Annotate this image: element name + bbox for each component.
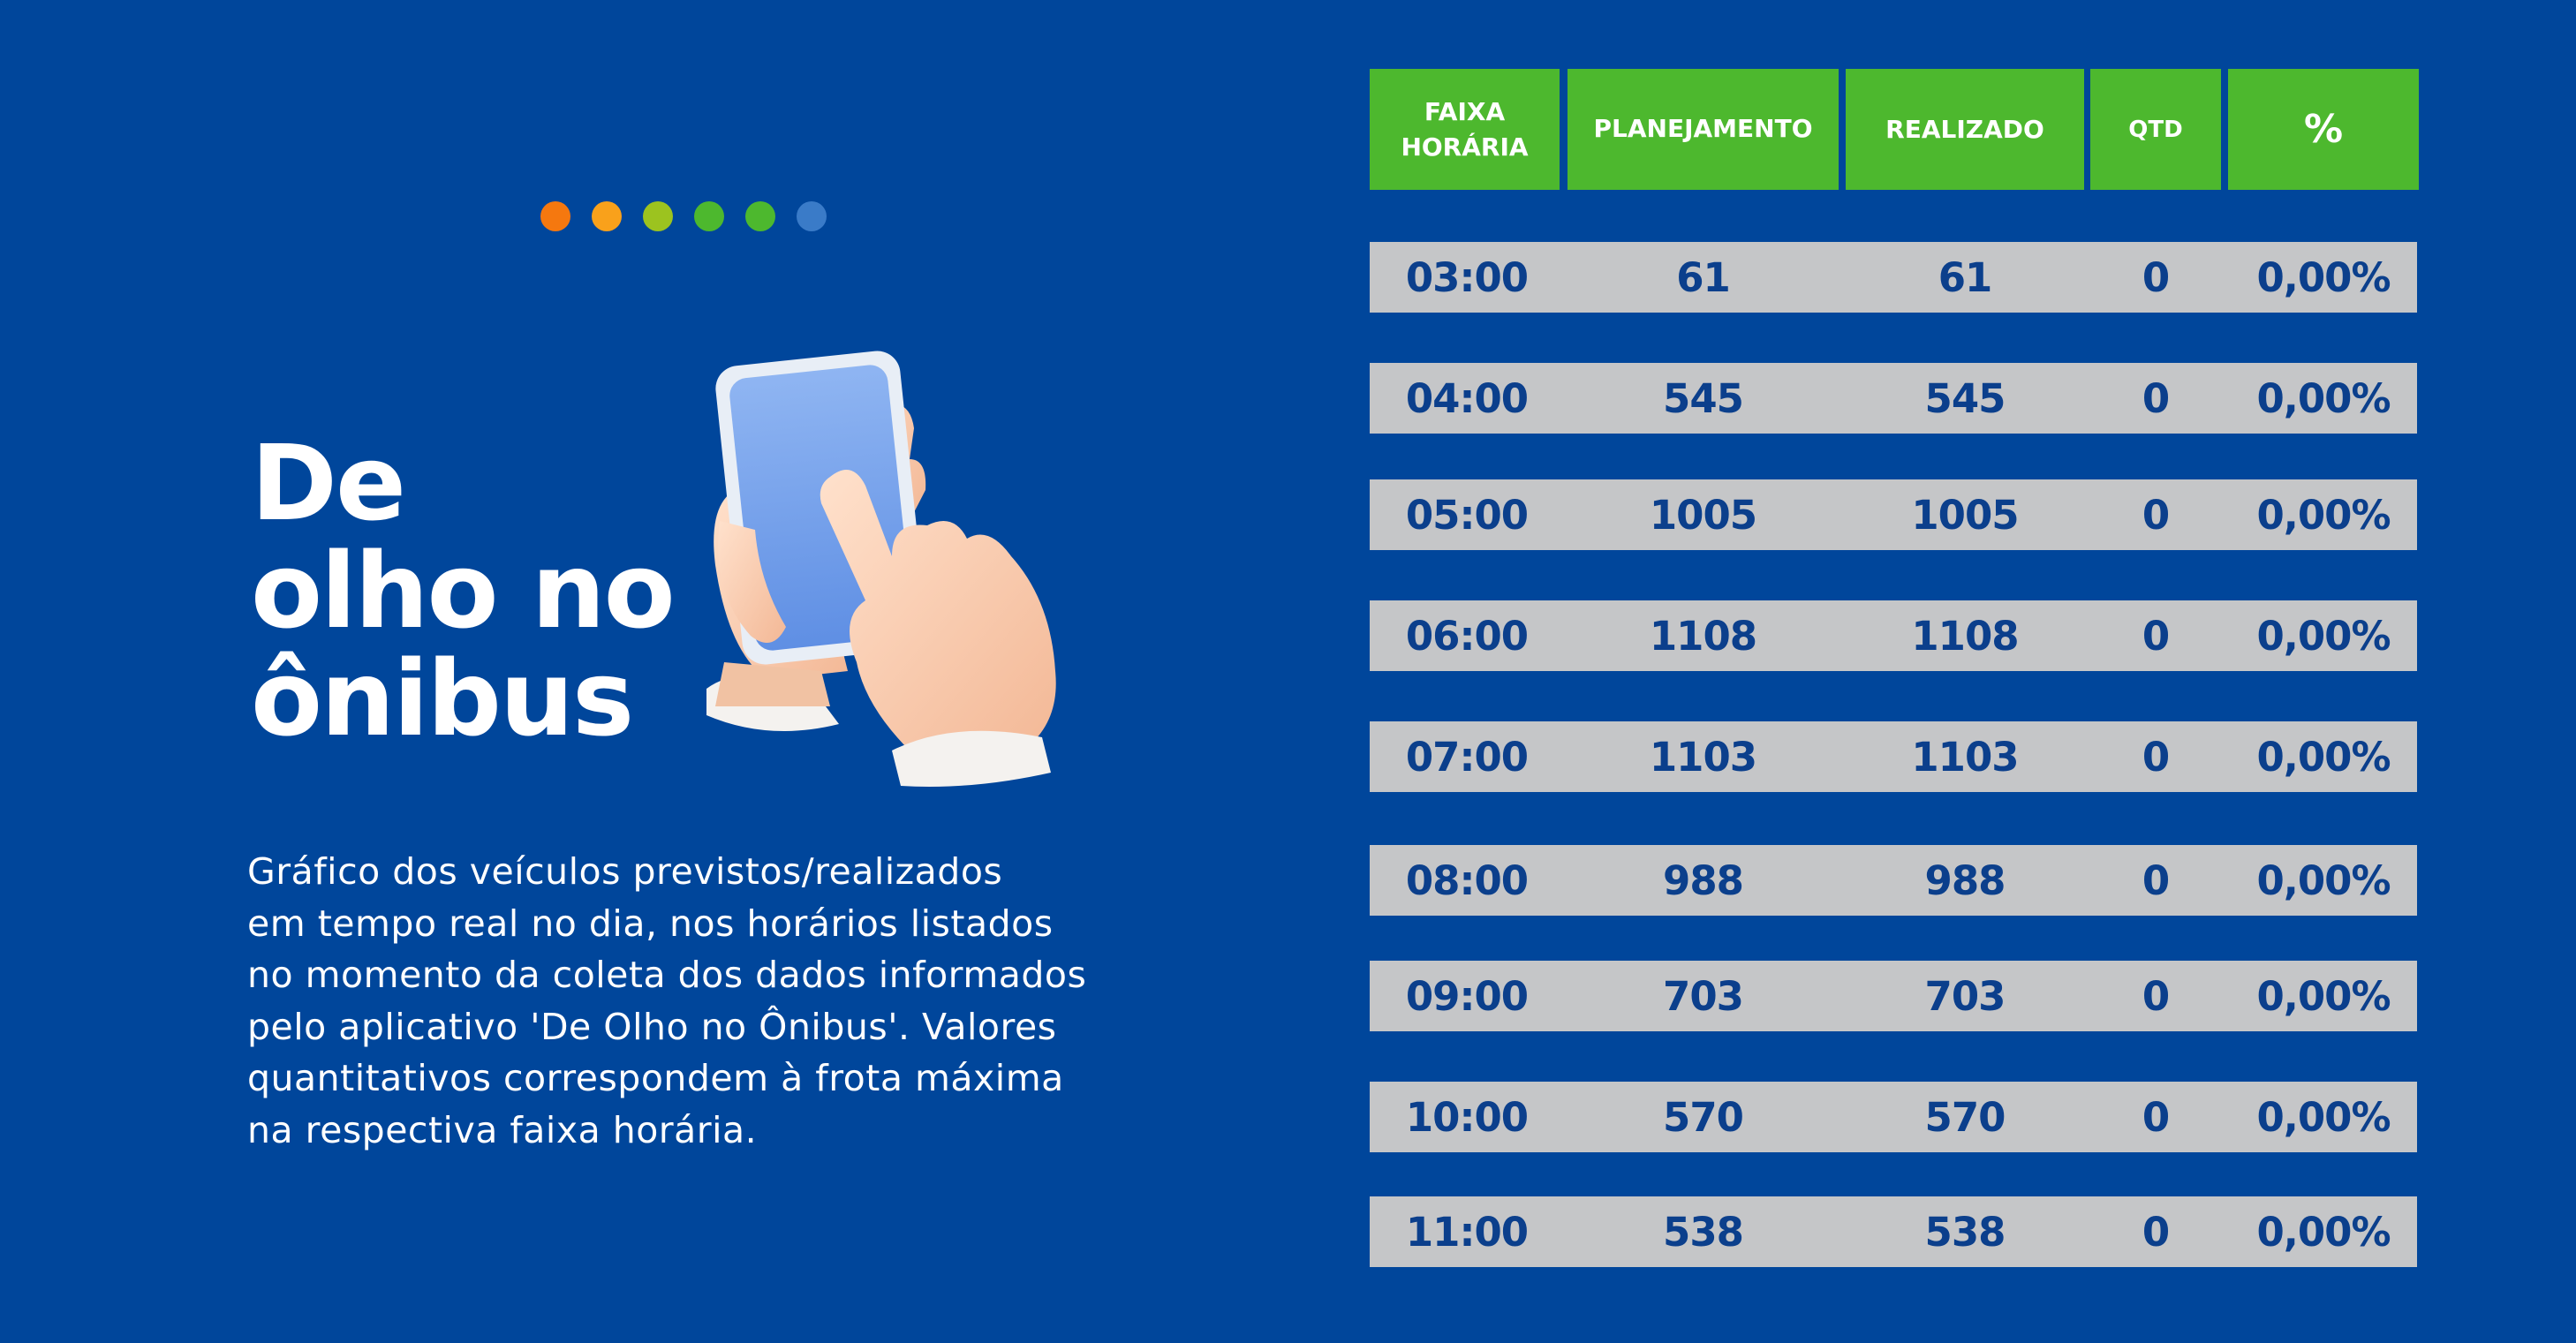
cell-qtd: 0: [2142, 1208, 2170, 1256]
cell-percent: 0,00%: [2256, 253, 2391, 301]
table-row: 09:00 703 703 0 0,00%: [1370, 961, 2417, 1031]
cell-qtd: 0: [2142, 491, 2170, 539]
header-planejamento: PLANEJAMENTO: [1568, 69, 1839, 190]
description: Gráfico dos veículos previstos/realizado…: [247, 846, 1130, 1156]
table-row: 10:00 570 570 0 0,00%: [1370, 1082, 2417, 1152]
cell-planejamento: 703: [1663, 972, 1744, 1020]
cell-percent: 0,00%: [2256, 612, 2391, 660]
header-realizado: REALIZADO: [1846, 69, 2084, 190]
description-line-2: em tempo real no dia, nos horários lista…: [247, 902, 1054, 945]
table-row: 06:00 1108 1108 0 0,00%: [1370, 600, 2417, 671]
cell-planejamento: 988: [1663, 856, 1744, 904]
page-title: De olho no ônibus: [251, 422, 676, 759]
cell-realizado: 1108: [1911, 612, 2019, 660]
dot-blue: [797, 201, 827, 231]
cell-realizado: 1103: [1911, 733, 2019, 781]
table-row: 04:00 545 545 0 0,00%: [1370, 363, 2417, 434]
table-row: 07:00 1103 1103 0 0,00%: [1370, 721, 2417, 792]
cell-planejamento: 545: [1663, 374, 1744, 422]
cell-percent: 0,00%: [2256, 856, 2391, 904]
cell-qtd: 0: [2142, 374, 2170, 422]
decorative-dots: [540, 201, 827, 231]
header-faixa-line-2: HORÁRIA: [1401, 132, 1529, 162]
cell-faixa-horaria: 03:00: [1405, 253, 1529, 301]
description-line-6: na respectiva faixa horária.: [247, 1108, 758, 1151]
title-line-1: De: [251, 422, 406, 544]
cell-realizado: 538: [1924, 1208, 2006, 1256]
header-faixa-line-1: FAIXA: [1424, 96, 1506, 126]
description-line-1: Gráfico dos veículos previstos/realizado…: [247, 850, 1003, 893]
cell-percent: 0,00%: [2256, 374, 2391, 422]
cell-realizado: 988: [1924, 856, 2006, 904]
header-faixa-horaria: FAIXA HORÁRIA: [1370, 69, 1560, 190]
cell-realizado: 570: [1924, 1093, 2006, 1141]
table-row: 11:00 538 538 0 0,00%: [1370, 1196, 2417, 1267]
cell-qtd: 0: [2142, 972, 2170, 1020]
cell-faixa-horaria: 09:00: [1405, 972, 1529, 1020]
cell-faixa-horaria: 08:00: [1405, 856, 1529, 904]
cell-percent: 0,00%: [2256, 491, 2391, 539]
description-line-4: pelo aplicativo 'De Olho no Ônibus'. Val…: [247, 1005, 1057, 1048]
cell-faixa-horaria: 10:00: [1405, 1093, 1529, 1141]
cell-percent: 0,00%: [2256, 733, 2391, 781]
cell-qtd: 0: [2142, 1093, 2170, 1141]
header-qtd: QTD: [2090, 69, 2221, 190]
header-percent: %: [2228, 69, 2419, 190]
cell-realizado: 61: [1938, 253, 1993, 301]
cell-qtd: 0: [2142, 612, 2170, 660]
dot-lime: [643, 201, 673, 231]
cell-planejamento: 570: [1663, 1093, 1744, 1141]
cell-realizado: 703: [1924, 972, 2006, 1020]
cell-faixa-horaria: 05:00: [1405, 491, 1529, 539]
cell-faixa-horaria: 06:00: [1405, 612, 1529, 660]
table-row: 03:00 61 61 0 0,00%: [1370, 242, 2417, 313]
title-line-2: olho no: [251, 530, 676, 652]
cell-percent: 0,00%: [2256, 972, 2391, 1020]
dot-green: [694, 201, 724, 231]
cell-faixa-horaria: 11:00: [1405, 1208, 1529, 1256]
title-line-3: ônibus: [251, 638, 634, 759]
hand-tapping-phone-icon: [706, 351, 1056, 787]
cell-qtd: 0: [2142, 856, 2170, 904]
cell-planejamento: 61: [1676, 253, 1731, 301]
cell-faixa-horaria: 04:00: [1405, 374, 1529, 422]
description-line-5: quantitativos correspondem à frota máxim…: [247, 1057, 1064, 1099]
cell-realizado: 1005: [1911, 491, 2019, 539]
cell-planejamento: 538: [1663, 1208, 1744, 1256]
dot-green-2: [745, 201, 775, 231]
cell-qtd: 0: [2142, 253, 2170, 301]
cell-percent: 0,00%: [2256, 1208, 2391, 1256]
cell-percent: 0,00%: [2256, 1093, 2391, 1141]
table-row: 05:00 1005 1005 0 0,00%: [1370, 479, 2417, 550]
table-row: 08:00 988 988 0 0,00%: [1370, 845, 2417, 916]
cell-qtd: 0: [2142, 733, 2170, 781]
cell-planejamento: 1103: [1649, 733, 1757, 781]
dot-amber: [592, 201, 622, 231]
cell-faixa-horaria: 07:00: [1405, 733, 1529, 781]
cell-planejamento: 1005: [1649, 491, 1757, 539]
description-line-3: no momento da coleta dos dados informado…: [247, 954, 1087, 996]
dot-orange: [540, 201, 570, 231]
cell-planejamento: 1108: [1649, 612, 1757, 660]
cell-realizado: 545: [1924, 374, 2006, 422]
